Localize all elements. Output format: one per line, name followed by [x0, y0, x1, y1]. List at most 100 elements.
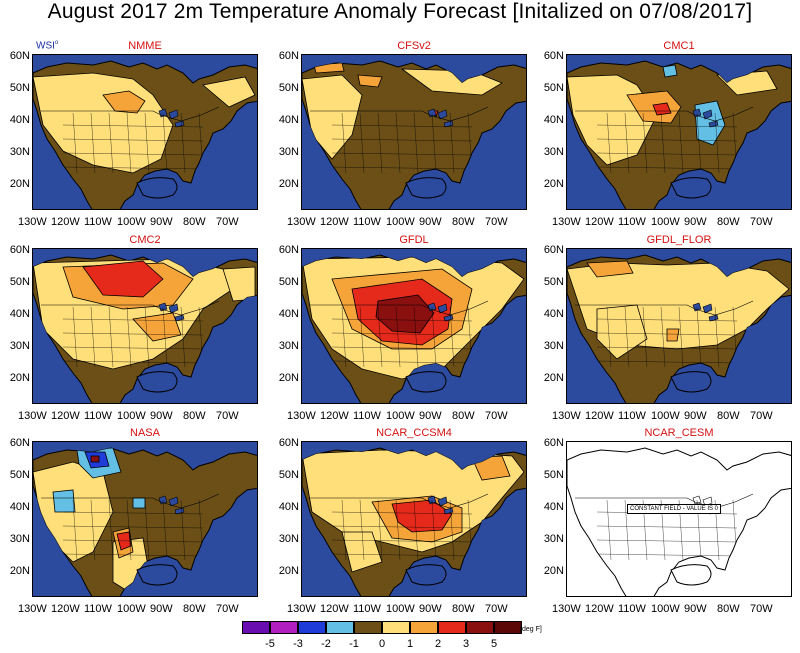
map-area	[301, 54, 527, 210]
anomaly-map	[567, 442, 791, 596]
state-line	[596, 525, 738, 529]
panel-title: CFSv2	[397, 40, 431, 52]
state-line	[606, 112, 612, 174]
longitude-label: 130W	[287, 410, 316, 422]
map-area: CONSTANT FIELD - VALUE IS 0	[566, 441, 792, 597]
longitude-label: 130W	[18, 216, 47, 228]
longitude-label: 110W	[84, 603, 112, 615]
map-panel-ncar-cesm: NCAR_CESM CONSTANT FIELD - VALUE IS 0 60N 5…	[544, 427, 794, 622]
state-line	[90, 306, 96, 368]
latitude-label: 60N	[278, 437, 299, 449]
state-line	[341, 499, 347, 561]
state-line	[108, 306, 114, 368]
gulf-of-mexico	[136, 177, 178, 199]
anomaly-map	[302, 442, 526, 596]
longitude-label: 120W	[320, 216, 349, 228]
longitude-label: 110W	[353, 410, 381, 422]
longitude-label: 120W	[320, 410, 349, 422]
longitude-label: 100W	[386, 410, 415, 422]
gulf-of-mexico	[670, 177, 712, 199]
longitude-label: 120W	[585, 216, 614, 228]
anomaly-map	[567, 55, 791, 209]
state-line	[660, 112, 666, 174]
state-line	[596, 138, 738, 142]
longitude-label: 130W	[18, 603, 47, 615]
legend-swatch	[326, 621, 354, 634]
latitude-label: 20N	[9, 178, 30, 190]
anomaly-map	[33, 249, 257, 403]
gulf-of-mexico	[670, 371, 712, 393]
state-line	[180, 112, 186, 174]
map-panel-nmme: NMME 60N 50N 40N 30N 20N 130W 120W 110W 100W 90W 80…	[10, 40, 260, 235]
map-area	[301, 441, 527, 597]
state-line	[331, 138, 473, 142]
latitude-label: 60N	[9, 50, 30, 62]
state-line	[62, 332, 204, 336]
latitude-label: 20N	[543, 565, 564, 577]
longitude-label: 100W	[117, 216, 146, 228]
great-lake	[168, 303, 179, 314]
state-line	[331, 318, 473, 322]
great-lake	[702, 109, 713, 120]
map-area	[32, 248, 258, 404]
state-line	[359, 306, 365, 368]
gulf-of-mexico	[405, 564, 447, 586]
state-line	[413, 112, 419, 174]
state-line	[359, 499, 365, 561]
panel-title: CMC2	[129, 234, 161, 246]
longitude-label: 80W	[717, 216, 740, 228]
longitude-label: 80W	[183, 603, 206, 615]
latitude-label: 60N	[543, 50, 564, 62]
state-line	[377, 306, 383, 368]
latitude-label: 30N	[278, 146, 299, 158]
longitude-label: 70W	[750, 410, 773, 422]
panel-title: NCAR_CCSM4	[376, 427, 452, 439]
state-line	[62, 166, 204, 170]
state-line	[395, 112, 401, 174]
state-line	[144, 112, 150, 174]
longitude-label: 80W	[183, 410, 206, 422]
state-line	[90, 499, 96, 561]
latitude-label: 50N	[278, 82, 299, 94]
state-line	[331, 360, 473, 364]
latitude-label: 20N	[278, 178, 299, 190]
latitude-label: 50N	[543, 469, 564, 481]
longitude-label: 90W	[150, 603, 173, 615]
longitude-label: 80W	[717, 410, 740, 422]
longitude-label: 100W	[651, 216, 680, 228]
longitude-label: 120W	[51, 603, 80, 615]
country-border	[41, 493, 220, 509]
latitude-label: 40N	[278, 501, 299, 513]
latitude-label: 40N	[278, 308, 299, 320]
latitude-label: 50N	[9, 82, 30, 94]
longitude-label: 70W	[485, 216, 508, 228]
state-line	[72, 306, 78, 368]
longitude-label: 70W	[485, 410, 508, 422]
longitude-label: 90W	[684, 603, 707, 615]
latitude-label: 20N	[278, 372, 299, 384]
anomaly-region	[357, 74, 383, 88]
longitude-label: 90W	[150, 410, 173, 422]
latitude-label: 40N	[9, 114, 30, 126]
state-line	[126, 499, 132, 561]
state-line	[678, 112, 684, 174]
state-line	[624, 306, 630, 368]
longitude-label: 110W	[353, 603, 381, 615]
country-border	[41, 106, 220, 122]
latitude-label: 20N	[278, 565, 299, 577]
state-line	[714, 306, 720, 368]
state-line	[90, 112, 96, 174]
state-line	[62, 511, 204, 515]
great-lake	[168, 109, 179, 120]
state-line	[395, 306, 401, 368]
anomaly-region	[662, 64, 678, 78]
state-line	[162, 112, 168, 174]
state-line	[449, 499, 455, 561]
state-line	[62, 553, 204, 557]
latitude-label: 30N	[278, 340, 299, 352]
legend-label: 5	[490, 638, 498, 650]
latitude-label: 40N	[278, 114, 299, 126]
longitude-label: 90W	[419, 216, 442, 228]
legend-swatch	[354, 621, 382, 634]
state-line	[606, 306, 612, 368]
